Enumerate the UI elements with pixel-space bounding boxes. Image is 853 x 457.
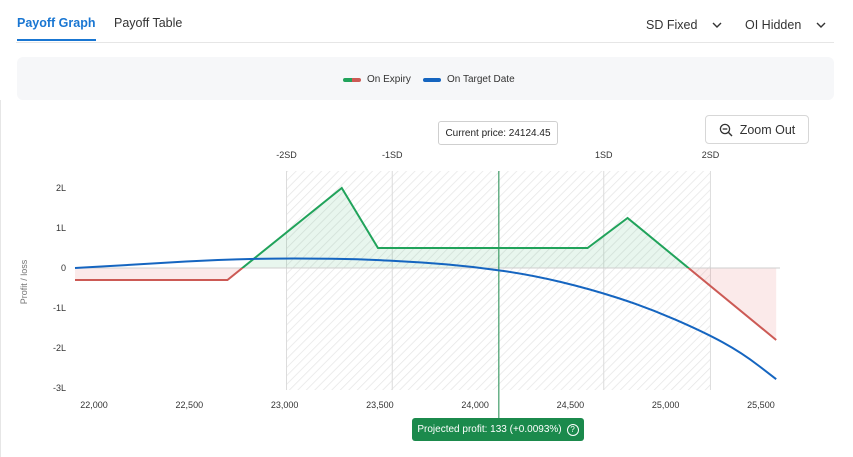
- legend-on-target-date[interactable]: On Target Date: [423, 74, 515, 85]
- y-tick-label: 1L: [56, 223, 66, 233]
- zoom-out-button[interactable]: Zoom Out: [705, 115, 809, 144]
- sd-label: 2SD: [702, 150, 720, 160]
- sd-dropdown-label: SD Fixed: [646, 18, 698, 32]
- x-tick-label: 23,500: [366, 400, 394, 410]
- profit-area: [75, 188, 777, 268]
- sd-dropdown[interactable]: SD Fixed: [646, 18, 723, 32]
- oi-dropdown[interactable]: OI Hidden: [745, 18, 827, 32]
- x-tick-label: 25,000: [652, 400, 680, 410]
- x-tick-label: 23,000: [271, 400, 299, 410]
- sd-label: -2SD: [276, 150, 297, 160]
- current-price-tag: Current price: 24124.45: [438, 121, 558, 145]
- legend-label: On Target Date: [447, 74, 515, 85]
- current-price-label: Current price: 24124.45: [445, 127, 551, 139]
- y-axis-title: Profit / loss: [19, 259, 29, 304]
- zoom-out-icon: [719, 123, 733, 136]
- series-on-target-date: [74, 257, 777, 380]
- panel-border: [0, 100, 1, 457]
- projected-profit-label: Projected profit: 133 (+0.0093%): [417, 424, 562, 435]
- series-on-expiry-loss: [75, 268, 777, 341]
- tab-bar: Payoff Graph Payoff Table: [16, 0, 834, 43]
- sd-label: -1SD: [382, 150, 403, 160]
- chevron-down-icon: [816, 22, 826, 28]
- y-tick-label: 0: [61, 263, 66, 273]
- legend-label: On Expiry: [367, 74, 411, 85]
- x-tick-label: 24,500: [557, 400, 585, 410]
- x-tick-label: 24,000: [461, 400, 489, 410]
- series-on-expiry-profit: [240, 186, 691, 268]
- tab-payoff-graph[interactable]: Payoff Graph: [17, 16, 96, 41]
- x-tick-label: 22,500: [176, 400, 204, 410]
- x-tick-label: 25,500: [747, 400, 775, 410]
- help-icon[interactable]: ?: [566, 423, 579, 436]
- y-tick-label: -3L: [53, 383, 66, 393]
- y-tick-label: -1L: [53, 303, 66, 313]
- y-tick-label: 2L: [56, 183, 66, 193]
- loss-area: [75, 268, 777, 340]
- oi-dropdown-label: OI Hidden: [745, 18, 802, 32]
- tab-payoff-table[interactable]: Payoff Table: [114, 16, 183, 30]
- projected-profit-tag: Projected profit: 133 (+0.0093%) ?: [412, 418, 584, 441]
- x-tick-label: 22,000: [80, 400, 108, 410]
- legend-on-expiry[interactable]: On Expiry: [343, 74, 411, 85]
- legend-swatch-expiry: [343, 77, 361, 82]
- legend-swatch-target: [423, 77, 441, 82]
- y-tick-label: -2L: [53, 343, 66, 353]
- chevron-down-icon: [712, 22, 722, 28]
- sd-label: 1SD: [595, 150, 613, 160]
- zoom-out-label: Zoom Out: [739, 122, 796, 137]
